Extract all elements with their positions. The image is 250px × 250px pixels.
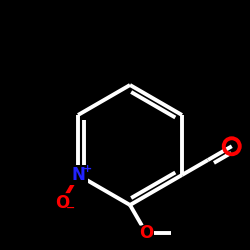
Text: O: O (139, 224, 154, 242)
Text: O: O (55, 194, 69, 212)
Text: N: N (71, 166, 85, 184)
Text: −: − (66, 203, 75, 213)
Text: +: + (83, 164, 92, 174)
FancyBboxPatch shape (52, 193, 72, 213)
FancyBboxPatch shape (139, 226, 154, 241)
FancyBboxPatch shape (68, 165, 88, 185)
